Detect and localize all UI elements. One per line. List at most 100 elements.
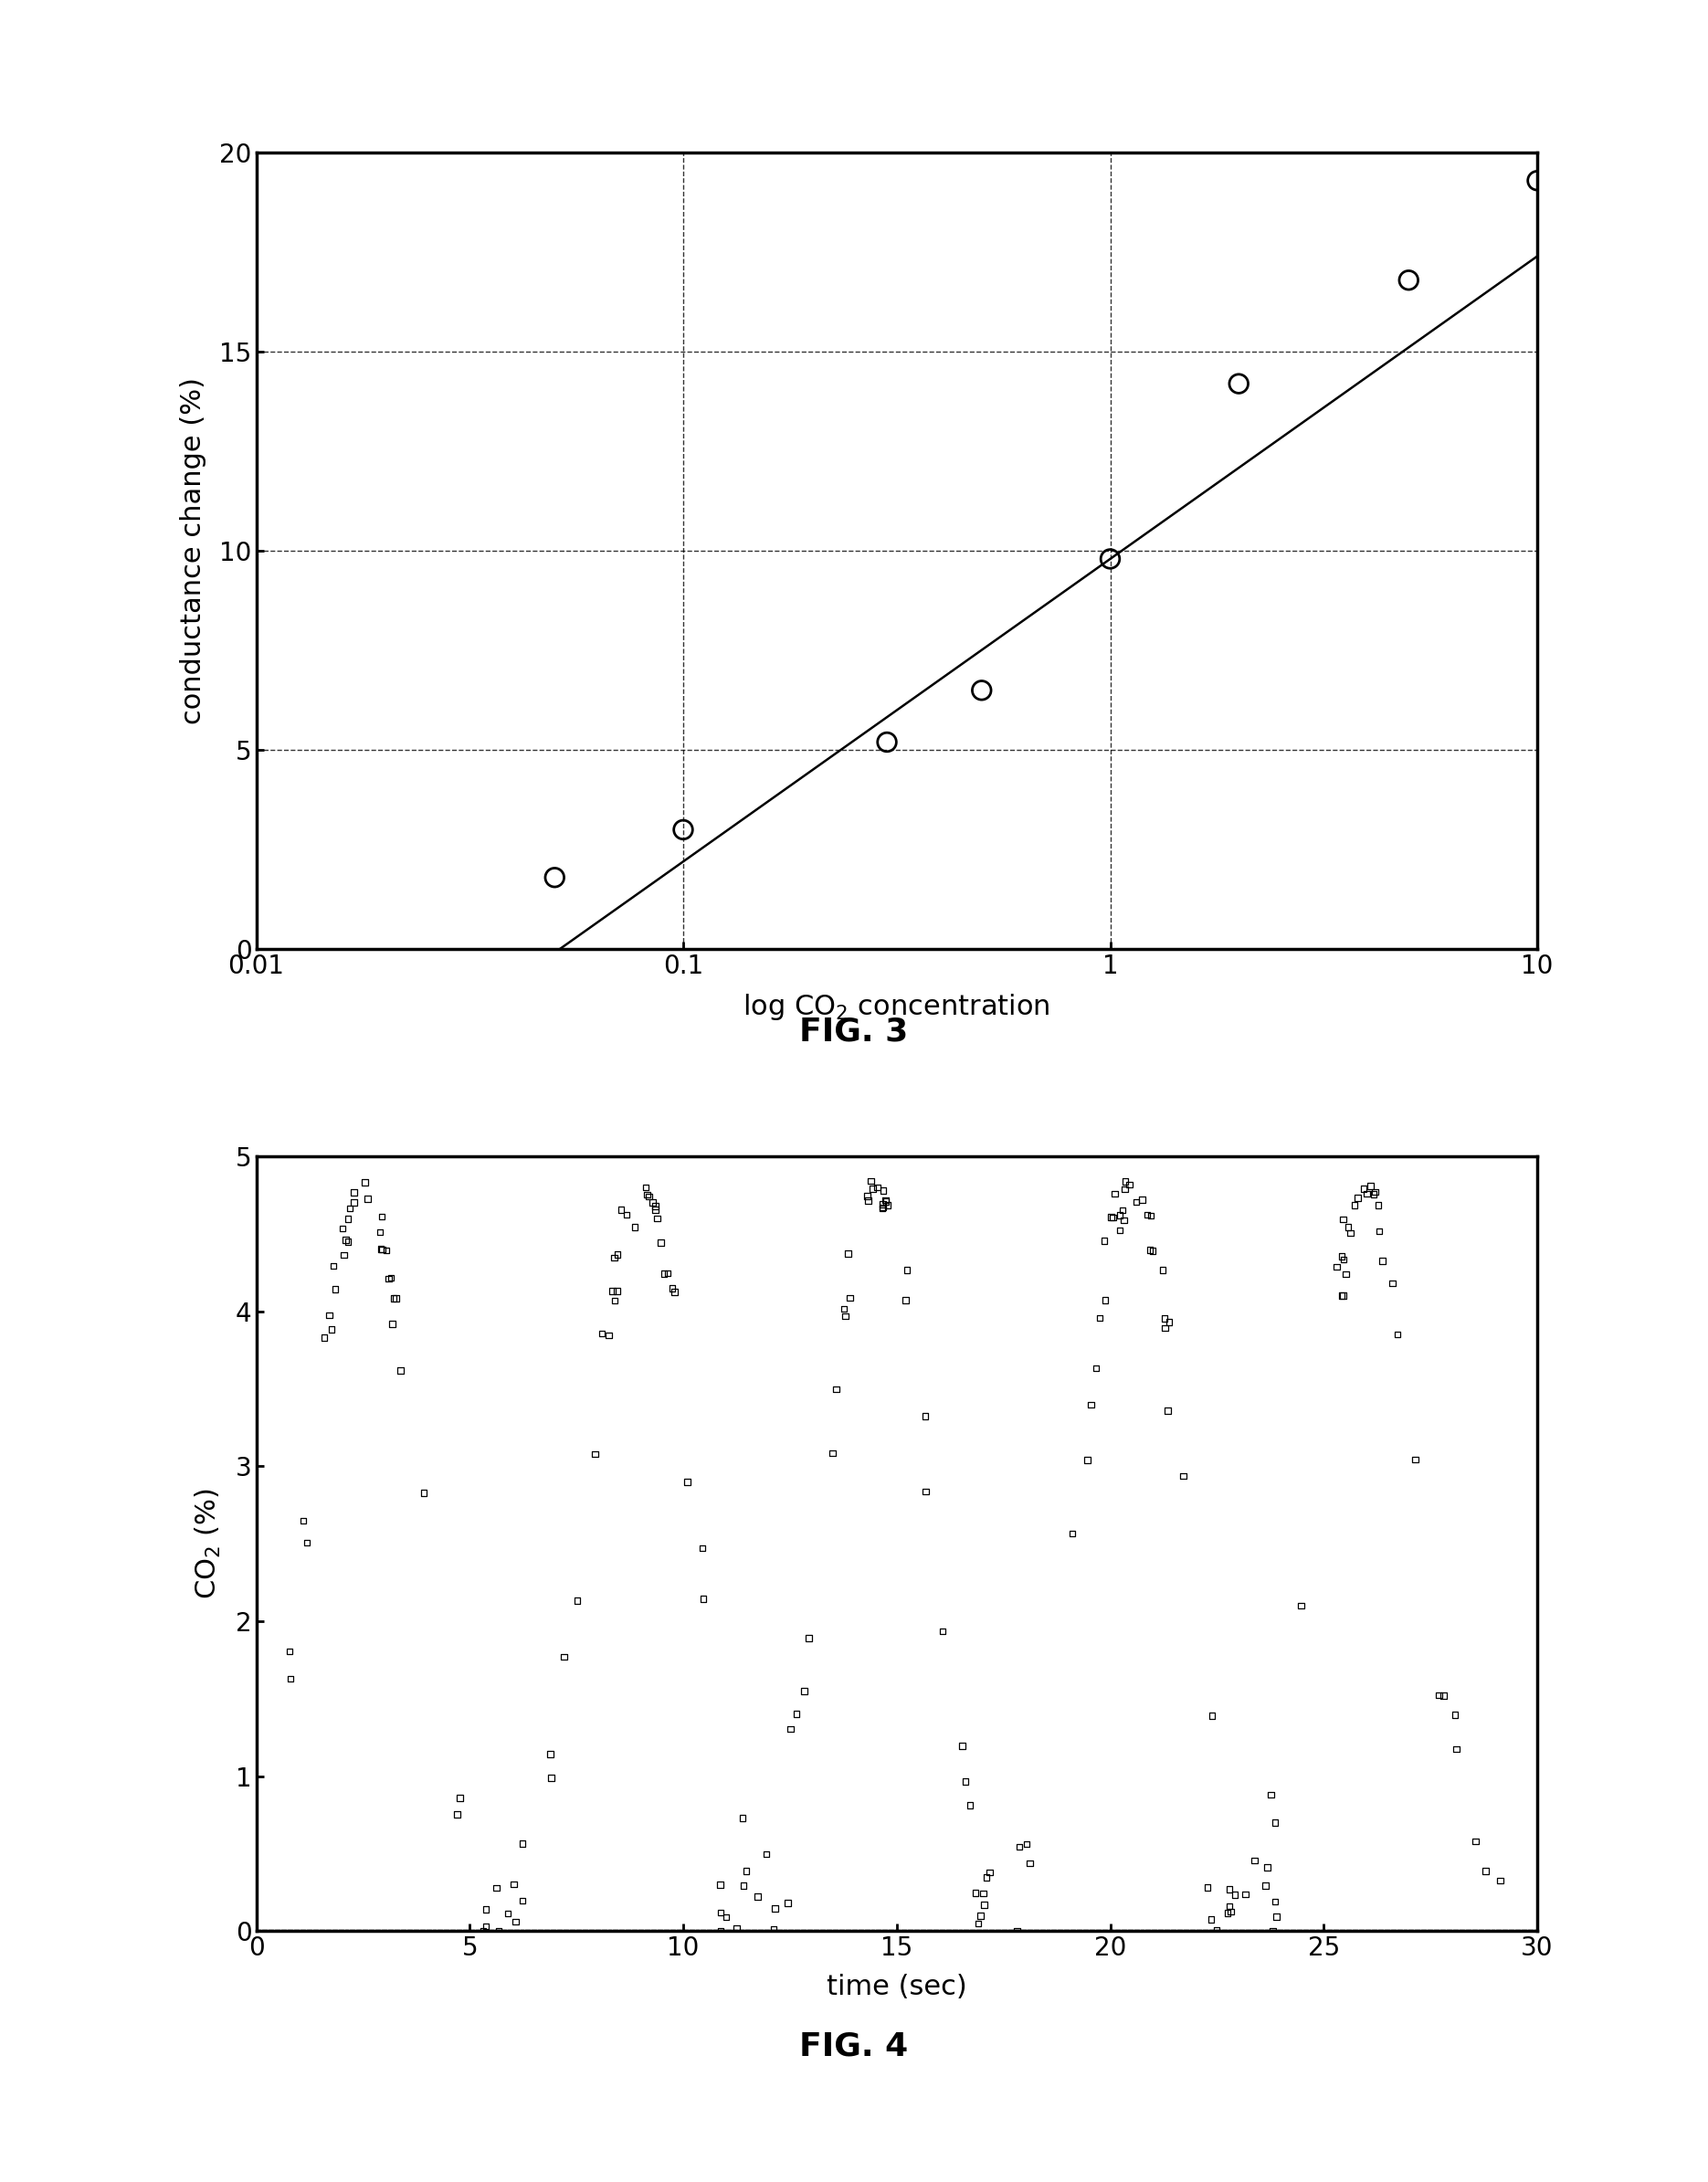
Point — [956, 1787, 984, 1822]
Point — [1517, 1914, 1544, 1949]
Point — [938, 1914, 965, 1949]
Point — [1346, 1914, 1373, 1949]
Point — [1074, 1914, 1102, 1949]
Point — [979, 1914, 1006, 1949]
Point — [1032, 1914, 1059, 1949]
Point — [470, 1914, 497, 1949]
Point — [550, 1914, 577, 1949]
Point — [1354, 1914, 1382, 1949]
Point — [318, 1914, 345, 1949]
Point — [1127, 1914, 1155, 1949]
Point — [625, 1914, 652, 1949]
Point — [490, 1914, 518, 1949]
Point — [275, 1914, 302, 1949]
Point — [1064, 1914, 1091, 1949]
Point — [970, 1887, 997, 1922]
Point — [1351, 1914, 1378, 1949]
Point — [967, 1898, 994, 1933]
Point — [536, 1737, 564, 1772]
Point — [675, 1464, 702, 1499]
Point — [1476, 1914, 1503, 1949]
Point — [605, 1914, 632, 1949]
Point — [1491, 1914, 1518, 1949]
Point — [842, 1914, 869, 1949]
Point — [405, 1914, 432, 1949]
Point — [1134, 1914, 1161, 1949]
Point — [1068, 1914, 1095, 1949]
Point — [1199, 1914, 1226, 1949]
Point — [839, 1914, 866, 1949]
Point — [1361, 1914, 1389, 1949]
Point — [1170, 1914, 1197, 1949]
Point — [379, 1281, 407, 1316]
Point — [1486, 1863, 1513, 1898]
Point — [881, 1914, 909, 1949]
Point — [1110, 1202, 1138, 1237]
Point — [692, 1914, 719, 1949]
Point — [410, 1475, 437, 1510]
Point — [950, 1914, 977, 1949]
Point — [921, 1914, 948, 1949]
Point — [699, 1914, 726, 1949]
Point — [729, 1914, 757, 1949]
Point — [1404, 1914, 1431, 1949]
Point — [1349, 1172, 1377, 1207]
Point — [1158, 1914, 1185, 1949]
Point — [784, 1914, 811, 1949]
Point — [1016, 1846, 1044, 1881]
Point — [989, 1914, 1016, 1949]
Point — [1040, 1914, 1068, 1949]
Point — [1334, 1209, 1361, 1244]
Point — [536, 1914, 564, 1949]
Point — [1488, 1914, 1515, 1949]
Point — [1430, 1678, 1457, 1713]
Point — [825, 1914, 852, 1949]
Point — [1013, 1826, 1040, 1861]
Point — [369, 1233, 396, 1268]
Point — [564, 1584, 591, 1619]
Point — [765, 1914, 793, 1949]
Point — [338, 1914, 366, 1949]
Point — [1221, 1877, 1249, 1911]
Point — [873, 1183, 900, 1218]
Point — [1231, 1877, 1259, 1911]
Point — [1136, 1233, 1163, 1268]
Point — [355, 1914, 383, 1949]
Point — [1339, 1914, 1366, 1949]
Point — [738, 1914, 765, 1949]
Point — [767, 1914, 794, 1949]
Point — [734, 1914, 762, 1949]
Point — [676, 1914, 704, 1949]
Point — [319, 1248, 347, 1283]
Point — [1107, 1213, 1134, 1248]
Point — [582, 1914, 610, 1949]
Point — [1105, 1914, 1132, 1949]
Point — [963, 1914, 991, 1949]
Point — [342, 1914, 369, 1949]
Point — [1028, 1914, 1056, 1949]
Point — [953, 1914, 980, 1949]
Point — [779, 1914, 806, 1949]
Point — [1360, 1176, 1387, 1211]
Point — [948, 1914, 975, 1949]
Point — [584, 1914, 611, 1949]
Point — [1515, 1914, 1542, 1949]
Point — [511, 1914, 538, 1949]
Point — [555, 1914, 582, 1949]
Point — [733, 1853, 760, 1887]
Point — [1153, 1914, 1180, 1949]
Point — [719, 1914, 746, 1949]
Point — [359, 1914, 386, 1949]
Point — [661, 1274, 688, 1309]
Point — [1344, 1180, 1372, 1215]
Point — [243, 1914, 270, 1949]
Point — [613, 1198, 640, 1233]
Point — [1411, 1914, 1438, 1949]
Point — [1341, 1187, 1368, 1222]
Point — [1254, 1914, 1281, 1949]
Point — [690, 1582, 717, 1617]
Point — [1479, 1914, 1506, 1949]
Point — [413, 1914, 441, 1949]
Point — [1395, 262, 1423, 297]
Point — [941, 1914, 968, 1949]
